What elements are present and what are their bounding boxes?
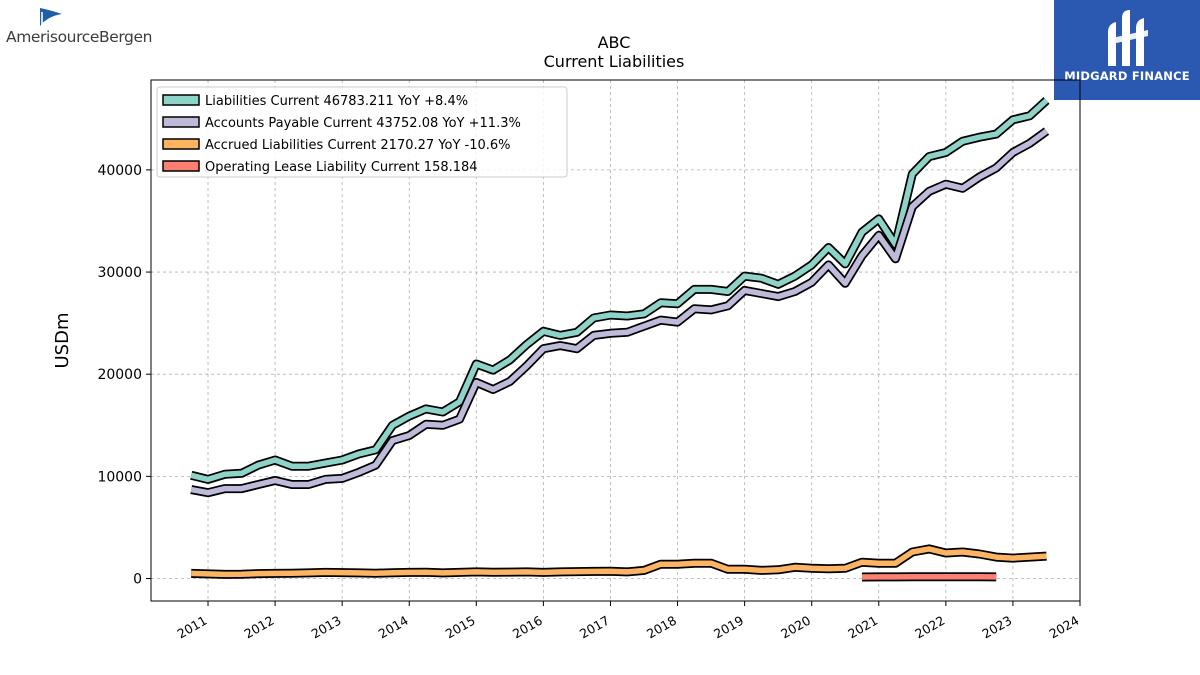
x-tick-label: 2021 <box>845 613 880 642</box>
x-tick-label: 2011 <box>174 613 209 642</box>
x-tick-label: 2020 <box>778 613 813 642</box>
y-tick-label: 40000 <box>97 163 142 179</box>
x-tick-label: 2013 <box>309 613 344 642</box>
midgard-finance-label: MIDGARD FINANCE <box>1064 69 1190 83</box>
y-tick-label: 30000 <box>97 265 142 281</box>
legend-label-3: Operating Lease Liability Current 158.18… <box>205 160 478 175</box>
amerisourcebergen-logo-icon <box>40 8 62 27</box>
plot-frame <box>150 79 1081 602</box>
y-tick-label: 10000 <box>97 469 142 485</box>
x-tick-label: 2024 <box>1046 613 1081 642</box>
amerisourcebergen-logo-text: AmerisourceBergen <box>6 28 153 46</box>
y-tick-label: 0 <box>133 572 142 588</box>
series-line-1 <box>190 128 1049 496</box>
legend-label-0: Liabilities Current 46783.211 YoY +8.4% <box>205 94 468 109</box>
x-tick-label: 2018 <box>644 613 679 642</box>
legend-box <box>156 86 568 178</box>
legend-swatch-1 <box>162 116 200 128</box>
x-tick-label: 2015 <box>443 613 478 642</box>
x-tick-label: 2012 <box>242 613 277 642</box>
x-tick-label: 2014 <box>376 613 411 642</box>
legend-label-1: Accounts Payable Current 43752.08 YoY +1… <box>205 116 521 131</box>
x-tick-label: 2019 <box>711 613 746 642</box>
midgard-logo-icon <box>1108 10 1148 66</box>
legend-swatch-3 <box>162 160 200 172</box>
legend-label-2: Accrued Liabilities Current 2170.27 YoY … <box>205 138 511 153</box>
x-tick-label: 2017 <box>577 613 612 642</box>
x-tick-label: 2023 <box>979 613 1014 642</box>
x-tick-label: 2022 <box>912 613 947 642</box>
legend-swatch-0 <box>162 94 200 106</box>
amerisourcebergen-logo: AmerisourceBergen <box>6 6 166 46</box>
chart-title: ABC <box>597 33 631 52</box>
series-line-0 <box>190 98 1049 483</box>
series-line-2 <box>191 546 1047 578</box>
midgard-finance-logo: MIDGARD FINANCE <box>1054 0 1200 100</box>
chart-subtitle: Current Liabilities <box>543 52 685 71</box>
y-axis-label: USDm <box>52 313 73 369</box>
y-tick-label: 20000 <box>97 367 142 383</box>
x-tick-label: 2016 <box>510 613 545 642</box>
legend-swatch-2 <box>162 138 200 150</box>
